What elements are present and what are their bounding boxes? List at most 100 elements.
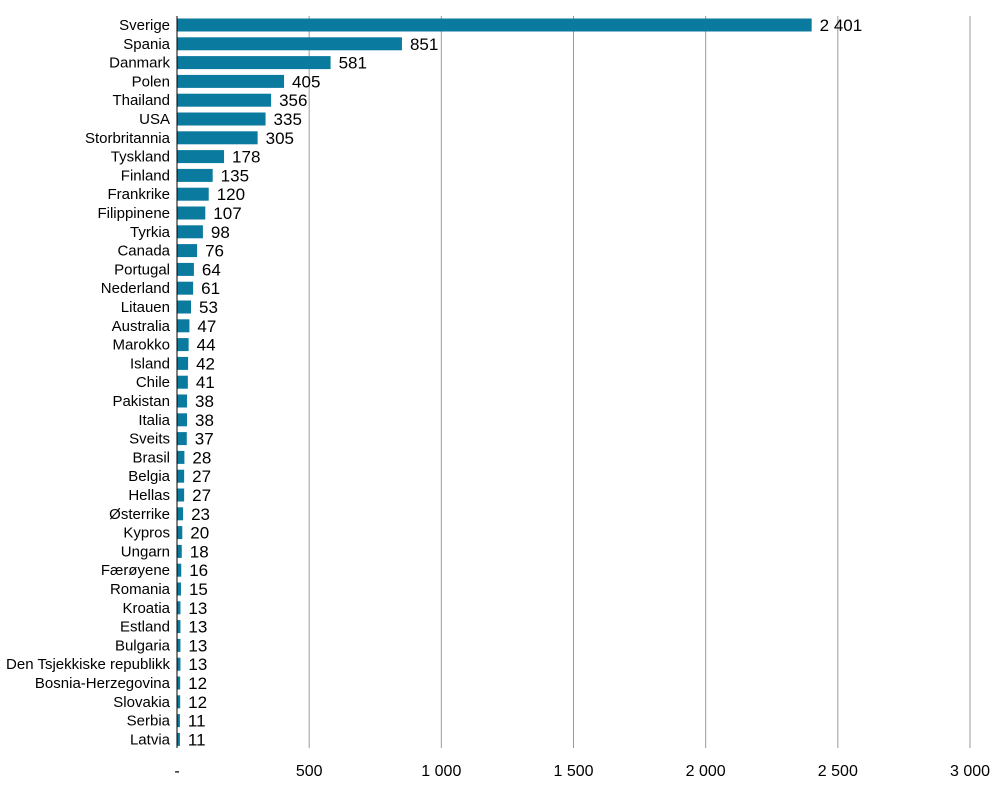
category-label: Frankrike	[107, 186, 170, 203]
category-label: Thailand	[112, 92, 170, 109]
category-label: Østerrike	[109, 506, 170, 523]
value-label: 44	[197, 336, 216, 355]
bar	[177, 262, 194, 276]
value-label: 28	[192, 448, 211, 467]
category-label: Spania	[123, 36, 170, 53]
bar	[177, 150, 225, 164]
category-label: Pakistan	[112, 393, 170, 410]
value-label: 13	[188, 655, 207, 674]
value-label: 12	[188, 674, 207, 693]
category-label: Nederland	[101, 280, 170, 297]
category-label: Sveits	[129, 431, 170, 448]
bars	[177, 18, 812, 746]
category-label: Chile	[136, 374, 170, 391]
bar	[177, 394, 188, 408]
bar	[177, 413, 188, 427]
value-label: 13	[188, 618, 207, 637]
bar	[177, 356, 189, 370]
x-tick-label: 1 500	[553, 763, 593, 780]
category-label: Litauen	[121, 299, 170, 316]
value-label: 13	[188, 636, 207, 655]
category-label: Marokko	[112, 337, 170, 354]
bar	[177, 37, 402, 51]
value-label: 16	[189, 561, 208, 580]
category-label: Færøyene	[101, 562, 170, 579]
x-tick-label: 3 000	[950, 763, 990, 780]
category-label: Bulgaria	[115, 637, 171, 654]
value-label: 851	[410, 35, 438, 54]
bar	[177, 469, 185, 483]
category-label: Bosnia-Herzegovina	[35, 675, 171, 692]
value-label: 581	[339, 54, 367, 73]
category-label: USA	[139, 111, 170, 128]
value-label: 2 401	[820, 16, 863, 35]
x-axis-tick-labels: - 500 1 000 1 500 2 000 2 500 3 000	[174, 763, 990, 780]
category-label: Island	[130, 355, 170, 372]
x-tick-label: 500	[296, 763, 323, 780]
category-label: Polen	[132, 73, 170, 90]
bar	[177, 563, 182, 577]
value-label: 76	[205, 242, 224, 261]
category-label: Latvia	[130, 731, 171, 748]
category-label: Italia	[138, 412, 170, 429]
category-label: Storbritannia	[85, 130, 171, 147]
category-label: Portugal	[114, 261, 170, 278]
bar	[177, 450, 185, 464]
bar	[177, 432, 187, 446]
value-label: 23	[191, 505, 210, 524]
value-label: 405	[292, 72, 320, 91]
value-label: 120	[217, 185, 245, 204]
bar	[177, 620, 181, 634]
category-label: Belgia	[128, 468, 170, 485]
grid-lines	[308, 16, 971, 748]
bar	[177, 319, 190, 333]
bar	[177, 526, 183, 540]
value-label: 335	[274, 110, 302, 129]
value-label: 12	[188, 693, 207, 712]
value-label: 18	[190, 542, 209, 561]
value-label: 27	[192, 467, 211, 486]
value-label: 61	[201, 279, 220, 298]
bar	[177, 638, 181, 652]
value-label: 20	[190, 524, 209, 543]
bar	[177, 206, 206, 220]
bar	[177, 131, 258, 145]
category-label: Den Tsjekkiske republikk	[6, 656, 170, 673]
x-tick-label: -	[174, 763, 179, 780]
bar	[177, 112, 266, 126]
value-label: 42	[196, 354, 215, 373]
bar	[177, 714, 180, 728]
category-label: Sverige	[119, 17, 170, 34]
category-label: Canada	[117, 243, 170, 260]
category-label: Danmark	[109, 55, 170, 72]
category-label: Slovakia	[113, 694, 170, 711]
value-label: 38	[195, 392, 214, 411]
category-label: Hellas	[128, 487, 170, 504]
value-label: 41	[196, 373, 215, 392]
bar	[177, 375, 188, 389]
value-label: 47	[197, 317, 216, 336]
bar	[177, 93, 272, 107]
category-label: Ungarn	[121, 543, 170, 560]
bar	[177, 56, 331, 70]
bar	[177, 601, 181, 615]
bar	[177, 582, 181, 596]
bar	[177, 544, 182, 558]
value-label: 305	[266, 129, 294, 148]
x-tick-label: 2 500	[818, 763, 858, 780]
value-label: 11	[188, 712, 206, 731]
category-label: Filippinene	[97, 205, 170, 222]
value-labels: 2 40185158140535633530517813512010798766…	[188, 16, 862, 749]
value-label: 53	[199, 298, 218, 317]
bar	[177, 488, 185, 502]
bar	[177, 281, 194, 295]
bar	[177, 300, 192, 314]
bar	[177, 732, 180, 746]
bar	[177, 187, 209, 201]
category-label: Kroatia	[122, 600, 170, 617]
bar	[177, 507, 184, 521]
value-label: 64	[202, 260, 221, 279]
category-label: Estland	[120, 619, 170, 636]
